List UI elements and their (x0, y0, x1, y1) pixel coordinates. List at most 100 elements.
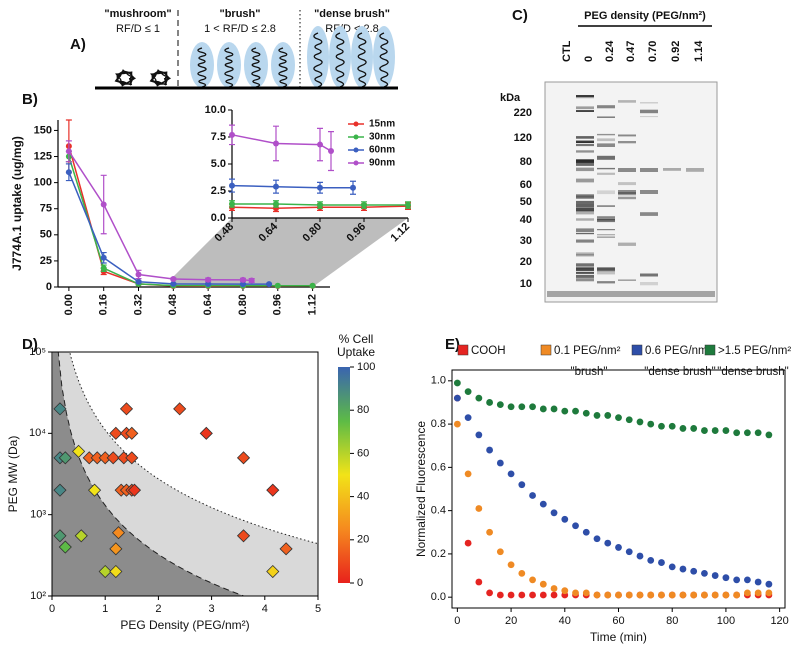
plots: B)0.00 0.16 0.32 0.48 0.64 0.80 0.96 1.12025507… (6, 91, 791, 644)
data-point (604, 591, 612, 599)
data-point (615, 544, 622, 551)
data-point (572, 522, 579, 530)
data-point (658, 559, 665, 566)
regime-name: "dense brush" (314, 8, 390, 20)
data-point (690, 591, 698, 599)
x-tick-label: 20 (505, 615, 517, 627)
data-point (229, 200, 235, 207)
data-point (475, 505, 483, 512)
colorbar-tick-label: 20 (357, 534, 369, 546)
y-tick-label: 25 (40, 255, 52, 267)
y-tick-label: 0 (46, 281, 52, 293)
x-tick-label: 0.96 (272, 294, 284, 315)
gel-band (640, 282, 658, 286)
dense-chain (335, 32, 345, 88)
mushroom-coil (149, 69, 172, 87)
x-tick-label: 0 (49, 603, 55, 615)
data-point (668, 563, 676, 571)
gel-band (597, 116, 615, 118)
x-tick-label: 1.12 (306, 294, 318, 315)
data-point (486, 589, 493, 597)
data-point (109, 564, 123, 579)
data-point (701, 427, 708, 434)
gel-band (597, 268, 615, 271)
dense-envelope (307, 26, 329, 88)
x-tick-label: 5 (315, 603, 321, 615)
data-point (100, 201, 107, 208)
gel-band (576, 162, 594, 166)
data-point (744, 589, 751, 597)
gel-band (576, 136, 594, 139)
data-point (273, 140, 279, 147)
gel-band (576, 150, 594, 153)
data-point (690, 567, 698, 575)
data-point (317, 184, 323, 191)
marker-label: 50 (520, 196, 532, 208)
zoom-wedge (173, 218, 408, 287)
colorbar-tick-label: 40 (357, 491, 369, 503)
gel-band (640, 212, 658, 216)
brush-envelope (244, 42, 268, 88)
y-tick-label: 0.8 (431, 418, 446, 430)
colorbar-tick-label: 100 (357, 361, 375, 373)
data-point (496, 591, 504, 599)
data-point (58, 451, 72, 465)
brush-envelope (190, 42, 214, 88)
lane-label: 0.47 (625, 41, 637, 62)
data-point (248, 277, 255, 284)
legend-swatch (631, 344, 643, 356)
data-point (170, 275, 177, 282)
gel-band (576, 272, 594, 274)
x-tick-label: 120 (770, 615, 788, 627)
legend-swatch (353, 147, 359, 153)
data-point (58, 540, 72, 554)
gel-band (597, 105, 615, 109)
x-tick-label: 100 (717, 615, 735, 627)
x-tick-label: 0.00 (63, 294, 75, 315)
gel-band (597, 138, 615, 142)
data-point (722, 574, 730, 582)
data-point (475, 578, 483, 586)
y-tick-label: 0.4 (431, 505, 446, 517)
legend-label: COOH (471, 345, 506, 357)
colorbar-title: Uptake (337, 345, 375, 359)
data-point (625, 591, 633, 599)
series-line (231, 134, 332, 152)
legend-swatch (457, 344, 469, 356)
mushroom-coil (114, 69, 137, 87)
data-point (518, 481, 526, 489)
polymers (114, 26, 395, 88)
gel-band (663, 168, 681, 171)
data-point (593, 591, 601, 599)
data-point (679, 425, 687, 432)
data-point (561, 515, 569, 523)
dense-chain (379, 32, 389, 88)
gel-band (640, 102, 658, 104)
gel-band (597, 236, 615, 238)
gel-band (576, 195, 594, 199)
y-tick-label: 75 (40, 203, 52, 215)
marker-label: 120 (514, 132, 532, 144)
legend-swatch (353, 160, 359, 166)
panel-a: A) "mushroom" RF/D ≤ 1 "brush" 1 < RF/D … (70, 8, 398, 90)
data-point (529, 403, 536, 411)
data-point (722, 591, 730, 599)
y-tick-label: 10⁵ (29, 346, 46, 358)
data-point (464, 539, 472, 547)
gel-band (576, 278, 594, 282)
data-point (744, 429, 751, 437)
data-point (464, 388, 472, 396)
data-point (561, 407, 569, 415)
data-point (53, 529, 67, 543)
data-point (199, 426, 213, 440)
gel-band (597, 167, 615, 170)
data-point (106, 451, 120, 465)
legend-swatch (704, 344, 716, 356)
data-point (205, 276, 212, 283)
y-tick-label: 0.2 (431, 548, 446, 560)
data-point (361, 202, 367, 209)
marker-label: 30 (520, 235, 532, 247)
data-point (539, 591, 547, 599)
data-point (125, 426, 139, 440)
